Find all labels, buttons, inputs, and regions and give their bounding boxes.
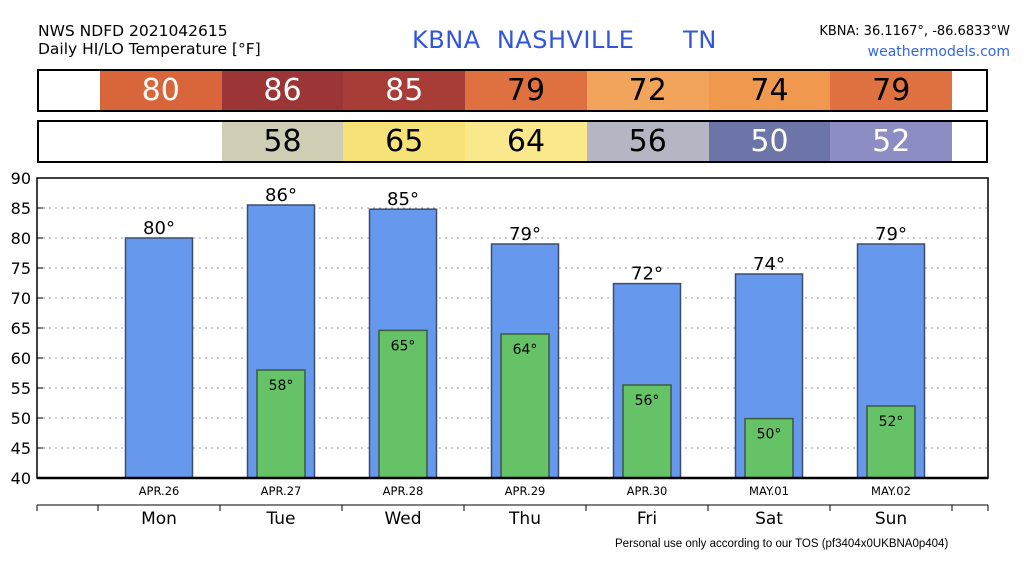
x-date-label: APR.30: [627, 484, 668, 498]
x-day-label: Sun: [875, 509, 907, 529]
low-bar-label: 65°: [391, 338, 416, 354]
high-temp-cell: 72: [586, 71, 709, 110]
footer-note: Personal use only according to our TOS (…: [615, 538, 949, 550]
low-bar: [378, 329, 428, 479]
y-tick-label: 65: [11, 319, 31, 338]
high-bar-label: 85°: [387, 189, 419, 210]
high-bar-label: 80°: [143, 218, 175, 239]
high-bar-label: 72°: [631, 264, 663, 285]
x-day-label: Wed: [384, 509, 421, 529]
high-temp-cell: 74: [708, 71, 831, 110]
low-bar: [622, 384, 672, 479]
y-tick-label: 85: [11, 199, 31, 218]
y-tick-label: 75: [11, 259, 31, 278]
station-coords: KBNA: 36.1167°, -86.6833°W: [819, 24, 1010, 39]
y-tick-label: 70: [11, 289, 31, 308]
high-temp-cell: 80: [99, 71, 222, 110]
y-tick-label: 45: [11, 439, 31, 458]
low-temp-strip: 58 65 64 56 50 52: [37, 120, 988, 163]
low-bar: [744, 417, 794, 479]
high-bar-label: 74°: [753, 254, 785, 275]
low-bar-label: 50°: [757, 427, 782, 443]
site-link[interactable]: weathermodels.com: [867, 44, 1010, 60]
x-day-label: Mon: [141, 509, 177, 529]
low-bar-label: 52°: [879, 414, 904, 430]
low-temp-cell: 50: [708, 122, 831, 161]
y-tick-label: 55: [11, 379, 31, 398]
x-date-label: APR.26: [139, 484, 180, 498]
high-temp-strip: 80 86 85 79 72 74 79: [37, 69, 988, 112]
high-bar-label: 79°: [875, 224, 907, 245]
high-bar: [124, 237, 194, 479]
y-tick-label: 60: [11, 349, 31, 368]
x-date-label: APR.28: [383, 484, 424, 498]
high-temp-cell: 85: [343, 71, 466, 110]
high-temp-cell: 86: [221, 71, 344, 110]
chart-subtitle: Daily HI/LO Temperature [°F]: [38, 40, 261, 58]
y-tick-label: 40: [11, 469, 31, 488]
low-temp-cell: 65: [343, 122, 466, 161]
x-date-label: MAY.01: [749, 484, 789, 498]
low-temp-cell: [39, 122, 100, 161]
low-temp-cell: 52: [830, 122, 953, 161]
low-temp-cell: 64: [465, 122, 587, 161]
x-day-label: Fri: [637, 509, 657, 529]
high-temp-cell: [39, 71, 100, 110]
product-label: NWS NDFD 2021042615: [38, 22, 228, 40]
high-temp-cell: [952, 71, 987, 110]
low-bar: [256, 369, 306, 479]
x-day-label: Sat: [755, 509, 783, 529]
x-date-label: APR.27: [261, 484, 302, 498]
low-temp-cell: 56: [586, 122, 709, 161]
y-tick-label: 80: [11, 229, 31, 248]
high-bar-label: 86°: [265, 185, 297, 206]
low-bar-label: 64°: [513, 342, 538, 358]
low-temp-cell: [99, 122, 222, 161]
header-left: NWS NDFD 2021042615 Daily HI/LO Temperat…: [38, 22, 261, 58]
y-tick-label: 50: [11, 409, 31, 428]
high-bar-label: 79°: [509, 224, 541, 245]
x-date-label: MAY.02: [871, 484, 911, 498]
x-date-label: APR.29: [505, 484, 546, 498]
low-temp-cell: 58: [221, 122, 344, 161]
x-day-label: Thu: [508, 509, 541, 529]
low-bar-label: 56°: [635, 393, 660, 409]
low-bar-label: 58°: [269, 378, 294, 394]
y-tick-label: 90: [11, 169, 31, 188]
high-temp-cell: 79: [465, 71, 587, 110]
x-day-label: Tue: [265, 509, 295, 529]
low-bar: [500, 333, 550, 479]
header-right: KBNA: 36.1167°, -86.6833°W weathermodels…: [819, 22, 1010, 62]
station-title: KBNA NASHVILLE TN: [412, 26, 717, 54]
high-temp-cell: 79: [830, 71, 953, 110]
low-temp-cell: [952, 122, 987, 161]
